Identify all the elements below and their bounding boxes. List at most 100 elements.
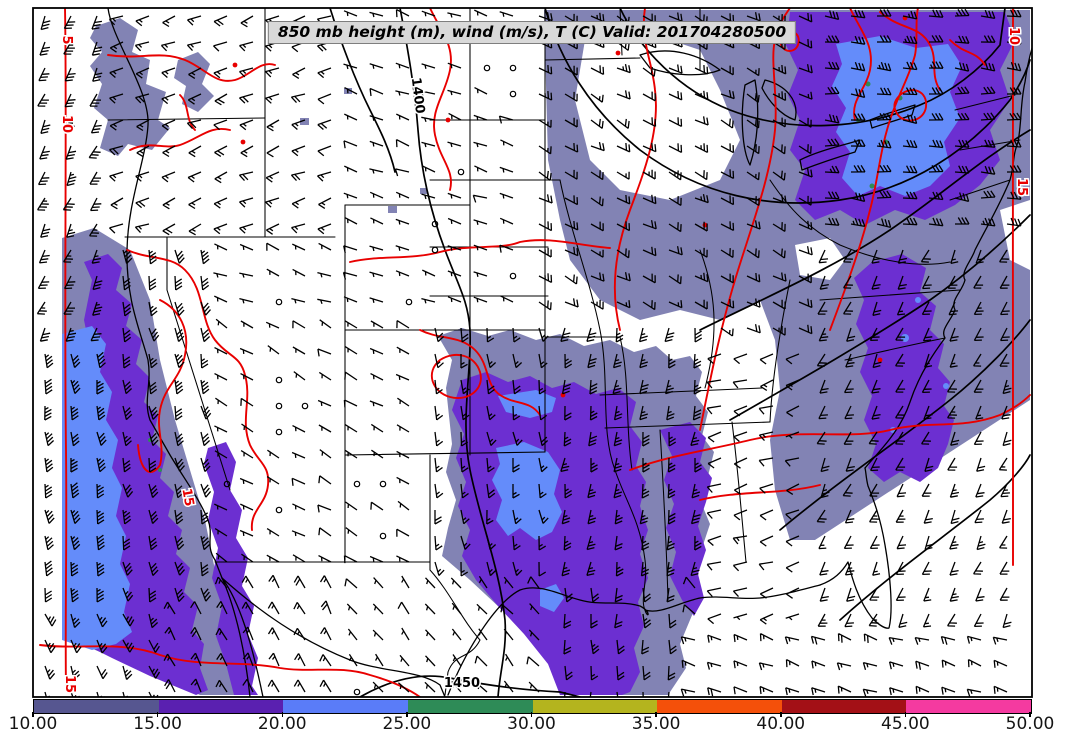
colorbar-tick (406, 712, 408, 717)
wind-barb (174, 353, 185, 368)
wind-barb (240, 373, 254, 381)
wind-barb (877, 35, 892, 43)
wind-barb (817, 613, 828, 627)
colorbar-tick (780, 712, 782, 717)
wind-barb (434, 379, 443, 395)
wind-barb (369, 63, 384, 69)
wind-barb (720, 299, 735, 309)
wind-barb (265, 321, 280, 329)
wind-barb (798, 39, 813, 49)
wind-barb (500, 295, 514, 303)
wind-barb (96, 351, 106, 369)
wind-barb (759, 587, 774, 599)
wind-barb (1000, 483, 1010, 498)
wind-barb (798, 246, 813, 256)
wind-barb (499, 217, 514, 225)
wind-barb (369, 297, 384, 303)
wind-barb (344, 113, 358, 121)
wind-barb (639, 353, 648, 369)
wind-barb (895, 431, 905, 445)
wind-barb (868, 613, 879, 627)
wind-barb (395, 90, 410, 96)
wind-barb (215, 318, 228, 329)
mexico-coastline (221, 577, 446, 697)
wind-barb (720, 195, 735, 206)
wind-barb (422, 269, 436, 277)
wind-barb (976, 457, 986, 472)
wind-barb (424, 603, 436, 615)
wind-barb (174, 483, 184, 499)
wind-barb (213, 67, 228, 79)
wind-barb (241, 553, 254, 563)
wind-barb (135, 93, 150, 104)
colorbar-tick-label: 35.00 (631, 714, 681, 734)
wind-barb (499, 11, 514, 17)
wind-barb (294, 653, 306, 667)
wind-barb (486, 535, 497, 551)
wind-barb (291, 297, 306, 304)
wind-barb (871, 379, 881, 394)
wind-barb (902, 191, 918, 200)
wind-barb (589, 379, 598, 395)
wind-barb (397, 397, 410, 407)
wind-barb (447, 245, 462, 251)
wind-barb (785, 509, 800, 520)
wind-barb (818, 535, 827, 550)
wind-barb (213, 197, 228, 209)
wind-barb (318, 475, 332, 485)
wind-barb (1006, 35, 1022, 45)
wind-barb (590, 299, 604, 310)
wind-barb (746, 12, 761, 22)
wind-barb (512, 509, 522, 525)
wind-barb (947, 457, 958, 471)
wind-barb (642, 665, 651, 681)
wind-barb (612, 379, 622, 395)
wind-barb (564, 405, 572, 421)
wind-barb (560, 327, 571, 343)
wind-barb (200, 509, 209, 525)
wind-barb (239, 272, 254, 278)
wind-barb (954, 86, 970, 95)
wind-barb (563, 639, 572, 655)
wind-barb (898, 613, 908, 629)
wind-barb (395, 245, 410, 251)
wind-barb (241, 601, 254, 615)
wind-barb (122, 405, 133, 421)
wind-barb (902, 217, 918, 226)
wind-barb (122, 275, 131, 291)
wind-barb (369, 271, 384, 278)
wind-barb (869, 327, 880, 342)
wind-barb (819, 587, 829, 602)
wind-barb (850, 61, 866, 72)
temp-contour-label: 10 (59, 115, 74, 133)
wind-barb (317, 504, 332, 513)
wind-barb (240, 503, 254, 511)
wind-barb (928, 139, 944, 149)
wind-barb (837, 633, 852, 643)
wind-barb (947, 405, 957, 419)
wind-barb (820, 483, 830, 499)
wind-barb (693, 353, 702, 369)
wind-barb (824, 114, 840, 124)
wind-barb (564, 117, 578, 128)
wind-barb (758, 662, 774, 671)
wind-barb (241, 575, 254, 589)
wind-barb (109, 223, 124, 234)
wind-barb (694, 221, 708, 232)
wind-barb (425, 629, 436, 641)
wind-barb (370, 217, 384, 225)
wind-barb (785, 659, 800, 668)
wind-barb (590, 65, 605, 75)
wind-barb (174, 561, 185, 576)
wind-barb (863, 633, 878, 643)
calm-wind-circle (405, 298, 413, 306)
wind-barb (451, 628, 462, 641)
wind-barb (929, 87, 944, 95)
wind-barb (876, 87, 892, 96)
wind-barb (706, 483, 722, 493)
wind-barb (44, 483, 53, 499)
wind-barb (239, 41, 254, 52)
wind-barb (512, 561, 523, 576)
wind-barb (70, 535, 81, 551)
